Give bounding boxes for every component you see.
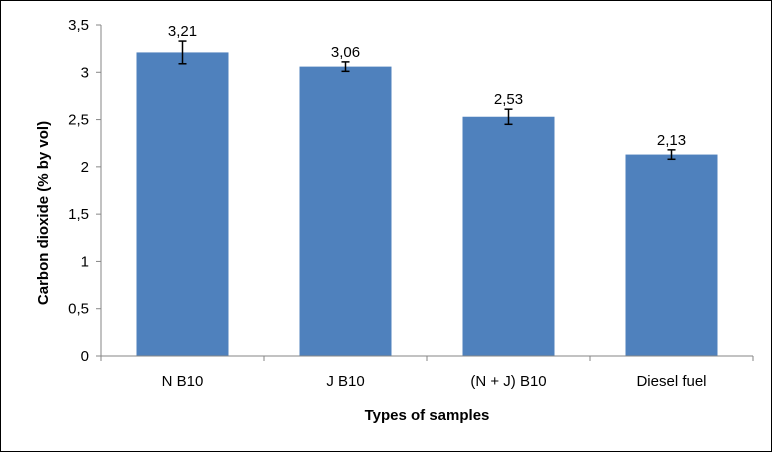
y-tick-label: 0 [81,348,89,365]
x-tick-label: J B10 [326,373,364,390]
data-label: 2,53 [494,91,523,108]
y-tick-label: 3,5 [68,17,89,34]
y-tick-label: 1 [81,253,89,270]
y-tick-label: 1,5 [68,206,89,223]
bar [136,52,229,356]
y-tick-label: 0,5 [68,301,89,318]
bar [299,66,392,357]
y-axis-title: Carbon dioxide (% by vol) [35,121,52,305]
bar [625,154,718,356]
x-axis-title: Types of samples [365,407,490,424]
x-tick-label: (N + J) B10 [470,373,546,390]
bar [462,116,555,356]
x-tick-label: Diesel fuel [636,373,706,390]
data-label: 3,21 [168,23,197,40]
y-tick-label: 2 [81,159,89,176]
y-tick-label: 2,5 [68,112,89,129]
y-tick-label: 3 [81,64,89,81]
data-label: 2,13 [657,132,686,149]
x-tick-label: N B10 [162,373,204,390]
data-label: 3,06 [331,44,360,61]
